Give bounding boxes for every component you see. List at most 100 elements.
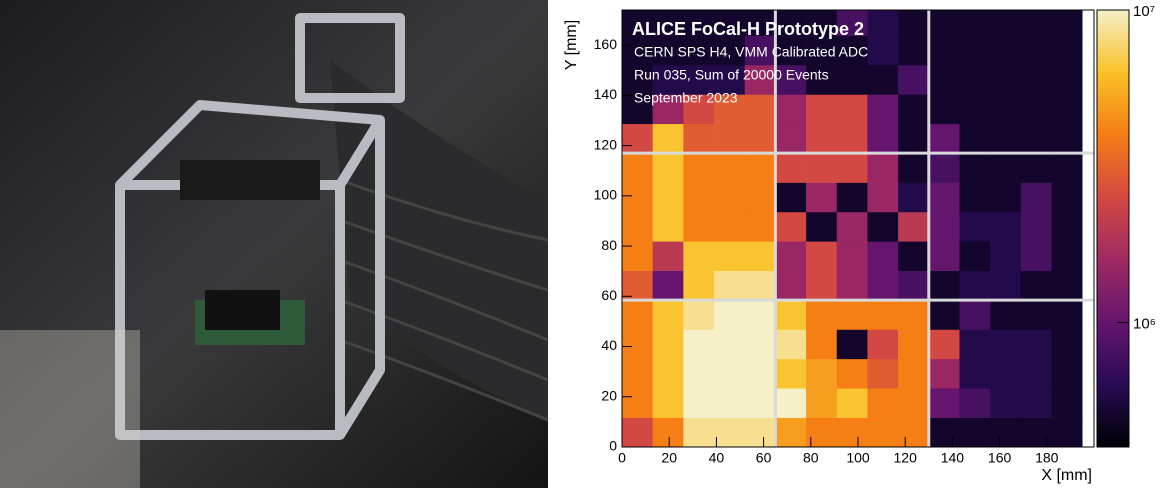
heatmap-cell <box>1020 65 1052 95</box>
heatmap-cell <box>806 270 838 301</box>
heatmap-cell <box>990 358 1022 389</box>
heatmap-cell <box>1020 182 1052 213</box>
heatmap-cell <box>683 10 715 36</box>
heatmap-cell <box>775 329 807 360</box>
heatmap-cell <box>867 65 899 95</box>
heatmap-cell <box>928 211 960 242</box>
heatmap-cell <box>990 123 1022 154</box>
heatmap-cell <box>928 358 960 389</box>
heatmap-cell <box>744 358 776 389</box>
heatmap <box>622 10 1094 447</box>
heatmap-cell <box>928 329 960 360</box>
heatmap-cell <box>744 417 776 447</box>
heatmap-cell <box>1020 10 1052 36</box>
x-tick-label: 180 <box>1035 450 1059 466</box>
heatmap-cell <box>1051 10 1083 36</box>
x-tick-label: 100 <box>846 450 870 466</box>
heatmap-cell <box>836 153 868 183</box>
heatmap-cell <box>744 388 776 418</box>
heatmap-cell <box>683 123 715 154</box>
heatmap-cell <box>867 241 899 271</box>
heatmap-cell <box>775 153 807 183</box>
heatmap-cell <box>744 329 776 360</box>
heatmap-cell <box>867 211 899 242</box>
heatmap-cell <box>990 94 1022 125</box>
heatmap-cell <box>714 10 746 36</box>
heatmap-cell <box>959 329 991 360</box>
heatmap-cell <box>806 182 838 213</box>
heatmap-cell <box>775 65 807 95</box>
heatmap-cell <box>1051 329 1083 360</box>
heatmap-cell <box>990 10 1022 36</box>
heatmap-cell <box>775 94 807 125</box>
x-tick-label: 140 <box>941 450 965 466</box>
heatmap-cell <box>714 35 746 66</box>
heatmap-cell <box>775 182 807 213</box>
heatmap-cell <box>714 94 746 125</box>
heatmap-cell <box>652 211 684 242</box>
heatmap-cell <box>683 153 715 183</box>
heatmap-cell <box>683 388 715 418</box>
heatmap-cell <box>714 300 746 330</box>
heatmap-cell <box>683 329 715 360</box>
heatmap-cell <box>622 10 653 36</box>
heatmap-cell <box>1020 388 1052 418</box>
chart-title: ALICE FoCal-H Prototype 2 <box>632 19 864 39</box>
heatmap-cell <box>775 388 807 418</box>
heatmap-cell <box>928 35 960 66</box>
heatmap-cell <box>867 358 899 389</box>
heatmap-cell <box>622 417 653 447</box>
heatmap-cell <box>806 211 838 242</box>
heatmap-cell <box>867 35 899 66</box>
heatmap-cell <box>959 300 991 330</box>
heatmap-cell <box>959 10 991 36</box>
heatmap-cell <box>1020 123 1052 154</box>
heatmap-cell <box>928 388 960 418</box>
heatmap-cell <box>959 388 991 418</box>
heatmap-cell <box>775 10 807 36</box>
heatmap-cell <box>775 211 807 242</box>
heatmap-cell <box>1051 388 1083 418</box>
heatmap-cell <box>775 417 807 447</box>
heatmap-cell <box>1051 182 1083 213</box>
x-tick-label: 60 <box>756 450 772 466</box>
heatmap-cell <box>652 300 684 330</box>
heatmap-cell <box>622 182 653 213</box>
heatmap-cell <box>714 123 746 154</box>
y-tick-label: 60 <box>601 287 617 303</box>
heatmap-cell <box>898 10 930 36</box>
heatmap-cell <box>1020 300 1052 330</box>
heatmap-cell <box>652 153 684 183</box>
heatmap-cell <box>898 241 930 271</box>
heatmap-cell <box>928 270 960 301</box>
heatmap-cell <box>990 270 1022 301</box>
heatmap-cell <box>1051 35 1083 66</box>
heatmap-cell <box>836 358 868 389</box>
heatmap-cell <box>898 65 930 95</box>
heatmap-cell <box>867 153 899 183</box>
heatmap-cell <box>622 153 653 183</box>
heatmap-cell <box>898 153 930 183</box>
heatmap-cell <box>714 270 746 301</box>
heatmap-cell <box>714 358 746 389</box>
heatmap-cell <box>928 300 960 330</box>
heatmap-cell <box>959 211 991 242</box>
y-tick-label: 160 <box>594 36 618 52</box>
heatmap-cell <box>714 153 746 183</box>
heatmap-cell <box>744 241 776 271</box>
heatmap-cell <box>744 153 776 183</box>
x-tick-label: 160 <box>988 450 1012 466</box>
heatmap-cell <box>622 123 653 154</box>
heatmap-cell <box>714 211 746 242</box>
heatmap-cell <box>744 10 776 36</box>
heatmap-cell <box>836 35 868 66</box>
heatmap-cell <box>928 241 960 271</box>
heatmap-cell <box>683 211 715 242</box>
heatmap-cell <box>683 182 715 213</box>
heatmap-cell <box>775 35 807 66</box>
heatmap-cell <box>622 35 653 66</box>
heatmap-cell <box>959 65 991 95</box>
heatmap-cell <box>836 123 868 154</box>
heatmap-cell <box>898 358 930 389</box>
